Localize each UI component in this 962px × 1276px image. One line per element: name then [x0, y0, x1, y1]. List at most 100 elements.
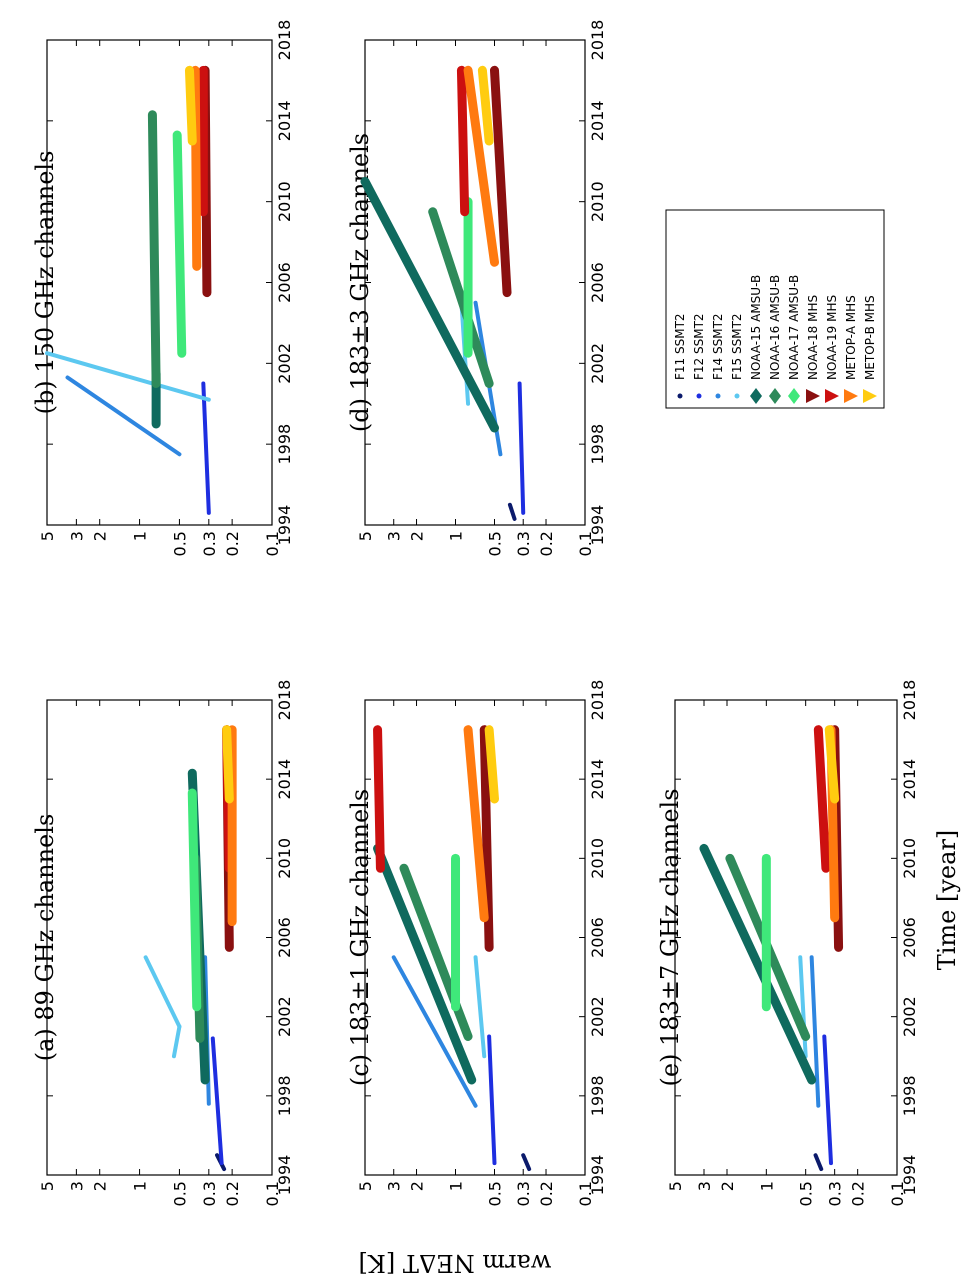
data-band — [373, 725, 385, 873]
x-tick-label: 2014 — [900, 759, 919, 800]
x-tick-label: 2002 — [588, 996, 607, 1037]
x-tick-label: 2006 — [588, 262, 607, 303]
x-tick-label: 2002 — [275, 343, 294, 384]
y-tick-label: 0.3 — [514, 1181, 533, 1206]
series-metop-a-mhs — [463, 725, 489, 923]
series-noaa-15-amsu-b — [360, 176, 499, 433]
plot-frame — [674, 699, 898, 1176]
legend-entry: F14 SSMT2 — [711, 313, 725, 399]
data-band — [456, 65, 470, 217]
data-band — [373, 843, 477, 1085]
legend-label: F11 SSMT2 — [673, 313, 687, 380]
legend-entry: METOP-B MHS — [863, 295, 877, 403]
x-tick-label: 2018 — [275, 680, 294, 721]
legend-label: NOAA-16 AMSU-B — [768, 275, 782, 380]
x-tick-label: 1994 — [900, 1155, 919, 1196]
x-tick-label: 2010 — [275, 181, 294, 222]
legend-label: F12 SSMT2 — [692, 313, 706, 380]
y-tick-label: 5 — [38, 1181, 57, 1191]
y-tick-label: 5 — [356, 531, 375, 541]
data-band — [210, 1036, 224, 1166]
legend-label: F14 SSMT2 — [711, 313, 725, 380]
y-tick-label: 0.5 — [170, 531, 189, 556]
y-tick-label: 0.1 — [263, 531, 282, 556]
y-tick-label: 5 — [356, 1181, 375, 1191]
triangle-marker-icon — [806, 389, 820, 403]
y-tick-label: 1 — [131, 1181, 150, 1191]
legend-entry: NOAA-18 MHS — [806, 295, 820, 403]
data-band — [463, 725, 489, 923]
y-tick-label: 0.1 — [888, 1181, 907, 1206]
y-tick-label: 0.1 — [576, 531, 595, 556]
y-tick-label: 1 — [447, 531, 466, 541]
data-band — [813, 1153, 824, 1172]
data-band — [428, 207, 494, 389]
data-band — [222, 725, 234, 804]
triangle-marker-icon — [863, 389, 877, 403]
x-tick-label: 1998 — [275, 1075, 294, 1116]
diamond-marker-icon — [769, 388, 781, 404]
legend-box — [665, 209, 885, 409]
data-band — [822, 1034, 833, 1166]
data-band — [360, 176, 499, 433]
panel-title: (b) 150 GHz channels — [31, 151, 59, 415]
y-tick-label: 0.2 — [223, 531, 242, 556]
x-tick-label: 2018 — [588, 680, 607, 721]
legend-entry: F15 SSMT2 — [730, 313, 744, 399]
series-noaa-15-amsu-b — [373, 843, 477, 1085]
y-tick-label: 0.5 — [485, 1181, 504, 1206]
dot-marker-icon — [715, 393, 721, 399]
series-f15-ssmt2 — [798, 955, 808, 1059]
series-metop-a-mhs — [190, 65, 202, 271]
x-tick-label: 2010 — [900, 838, 919, 879]
series-noaa-18-mhs — [489, 65, 512, 298]
y-tick-label: 5 — [666, 1181, 685, 1191]
y-tick-label: 1 — [757, 1181, 776, 1191]
series-noaa-19-mhs — [373, 725, 385, 873]
panel-title: (e) 183±7 GHz channels — [656, 788, 684, 1086]
x-tick-label: 1998 — [588, 1075, 607, 1116]
y-tick-label: 2 — [408, 1181, 427, 1191]
legend-label: NOAA-15 AMSU-B — [749, 275, 763, 380]
series-f15-ssmt2 — [473, 955, 487, 1059]
data-band — [463, 65, 499, 267]
series-metop-b-mhs — [824, 725, 840, 804]
x-tick-label: 2018 — [588, 20, 607, 61]
series-f12-ssmt2 — [201, 381, 211, 515]
series-metop-b-mhs — [477, 65, 494, 146]
data-band — [147, 110, 161, 389]
figure-xlabel: Time [year] — [933, 830, 961, 971]
data-band — [172, 130, 187, 358]
x-tick-label: 1994 — [275, 505, 294, 546]
x-tick-label: 1998 — [275, 424, 294, 465]
data-band — [190, 65, 202, 271]
legend-entry: NOAA-17 AMSU-B — [787, 275, 801, 404]
y-tick-label: 0.2 — [849, 1181, 868, 1206]
data-band — [171, 1024, 182, 1059]
x-tick-label: 2014 — [275, 759, 294, 800]
x-tick-label: 2002 — [275, 996, 294, 1037]
y-tick-label: 3 — [67, 531, 86, 541]
data-band — [699, 843, 817, 1085]
y-tick-label: 2 — [718, 1181, 737, 1191]
series-noaa-15-amsu-b — [699, 843, 817, 1085]
series-f14-ssmt2 — [809, 955, 821, 1108]
data-band — [487, 1034, 497, 1166]
x-tick-label: 2006 — [588, 917, 607, 958]
data-band — [65, 375, 182, 457]
x-tick-label: 1998 — [588, 424, 607, 465]
panel-title: (a) 89 GHz channels — [31, 814, 59, 1062]
diamond-marker-icon — [788, 388, 800, 404]
panel-d: 0.1 0.20.3 0.5 1 235 1994 1998 2002 2006 2010 2014… — [346, 20, 607, 557]
series-f11-ssmt2 — [507, 502, 517, 521]
x-tick-label: 2014 — [275, 100, 294, 141]
legend-entry: NOAA-19 MHS — [825, 295, 839, 403]
legend-label: METOP-A MHS — [844, 295, 858, 380]
legend-entry: NOAA-15 AMSU-B — [749, 275, 763, 404]
series-noaa-19-mhs — [456, 65, 470, 217]
series-f15-ssmt2 — [143, 955, 182, 1059]
x-axis-label: Time [year] — [933, 830, 961, 971]
legend-label: F15 SSMT2 — [730, 313, 744, 380]
x-tick-label: 2006 — [900, 917, 919, 958]
panels: 0.1 0.2 0.3 0.5 1 2 3 5 1994 1998 2002 2006 2010 2014… — [31, 20, 919, 1207]
